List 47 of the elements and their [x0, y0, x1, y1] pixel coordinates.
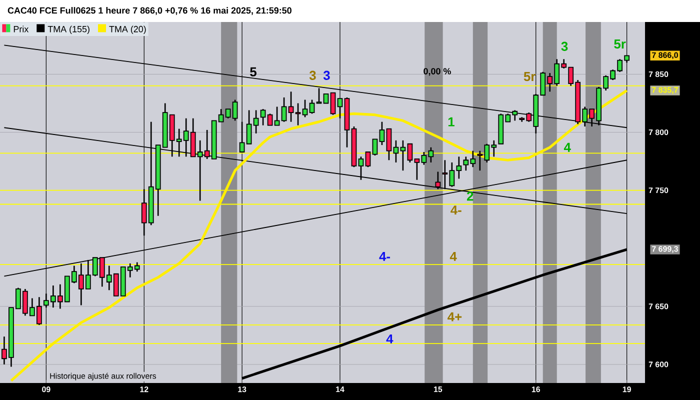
- annotation: 2: [466, 192, 474, 201]
- candlestick: [274, 106, 280, 126]
- candlestick: [323, 94, 329, 104]
- annotation: 4: [564, 142, 571, 152]
- candlestick: [316, 88, 322, 104]
- legend-label: TMA (20): [109, 26, 146, 34]
- candlestick: [393, 140, 399, 164]
- annotation: 4: [450, 252, 457, 261]
- candlestick: [421, 151, 427, 166]
- annotation: 0,00 %: [424, 68, 451, 76]
- legend-label: TMA (155): [48, 26, 90, 34]
- candlestick: [428, 146, 434, 164]
- annotation: 4: [386, 334, 394, 344]
- annotation: 4-: [450, 206, 462, 214]
- candlestick: [365, 151, 371, 168]
- candlestick: [330, 92, 336, 116]
- candlestick: [239, 121, 245, 153]
- candlestick: [281, 96, 287, 122]
- candlestick: [386, 128, 392, 161]
- candlestick: [372, 138, 378, 156]
- legend-label: Prix: [14, 26, 29, 32]
- candlestick: [309, 99, 315, 114]
- candlestick: [295, 102, 301, 126]
- candlestick: [407, 143, 413, 164]
- candlestick: [253, 110, 259, 134]
- candlestick: [267, 113, 273, 126]
- candlestick: [379, 121, 385, 146]
- annotation: 5: [250, 67, 256, 76]
- candlestick: [302, 99, 308, 118]
- candlestick: [288, 90, 294, 122]
- candlestick: [260, 108, 266, 126]
- candlestick: [414, 158, 420, 181]
- annotation: 5r: [524, 72, 536, 82]
- chart-title: CAC40 FCE Full0625 1 heure 7 866,0 +0,76 % 16 mai 2025, 21:59:50: [8, 7, 292, 15]
- annotation: 4+: [448, 312, 462, 322]
- annotation: 4-: [379, 252, 390, 261]
- candlestick: [337, 98, 343, 119]
- line-series: [10, 89, 628, 382]
- candlestick: [358, 156, 364, 181]
- candlestick: [435, 171, 441, 190]
- annotation: 1: [448, 117, 454, 126]
- annotation: 5r: [614, 40, 626, 49]
- candlestick: [246, 110, 252, 145]
- annotation: 3: [561, 42, 568, 51]
- annotation: 3: [323, 70, 330, 80]
- candlestick: [400, 140, 406, 172]
- annotation: 3: [309, 70, 316, 80]
